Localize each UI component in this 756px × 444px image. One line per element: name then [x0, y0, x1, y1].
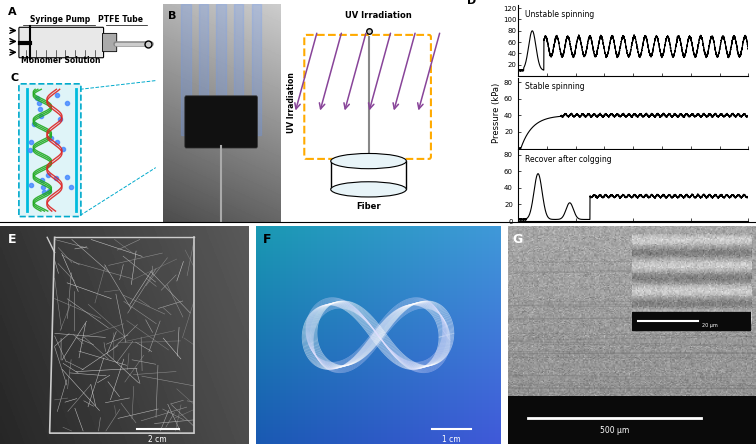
FancyBboxPatch shape — [184, 96, 258, 148]
Ellipse shape — [331, 182, 407, 197]
FancyBboxPatch shape — [19, 27, 104, 58]
Text: G: G — [513, 233, 523, 246]
Text: 500 μm: 500 μm — [600, 425, 629, 435]
Text: D: D — [467, 0, 476, 6]
Text: Syringe Pump: Syringe Pump — [30, 15, 91, 24]
Text: UV Irradiation: UV Irradiation — [287, 72, 296, 133]
FancyBboxPatch shape — [19, 84, 81, 217]
Text: F: F — [263, 233, 271, 246]
Text: C: C — [11, 72, 19, 83]
Text: UV Irradiation: UV Irradiation — [345, 11, 411, 20]
Text: Recover after colgging: Recover after colgging — [525, 155, 612, 163]
Text: 2 cm: 2 cm — [148, 435, 167, 444]
Text: Unstable spinning: Unstable spinning — [525, 10, 594, 19]
Text: 1 cm: 1 cm — [442, 435, 460, 444]
Bar — [632, 312, 751, 330]
Text: Fiber: Fiber — [356, 202, 381, 211]
Text: Stable spinning: Stable spinning — [525, 82, 584, 91]
X-axis label: Time (s): Time (s) — [616, 235, 650, 244]
Text: A: A — [8, 7, 16, 17]
Text: Monomer Solution: Monomer Solution — [20, 56, 101, 65]
FancyBboxPatch shape — [103, 33, 116, 52]
Text: 20 μm: 20 μm — [702, 323, 717, 328]
Text: E: E — [8, 233, 16, 246]
Bar — [508, 396, 756, 444]
Y-axis label: Pressure (kPa): Pressure (kPa) — [492, 83, 501, 143]
Text: PTFE Tube: PTFE Tube — [98, 15, 144, 24]
Text: B: B — [169, 11, 177, 21]
Ellipse shape — [331, 154, 407, 169]
